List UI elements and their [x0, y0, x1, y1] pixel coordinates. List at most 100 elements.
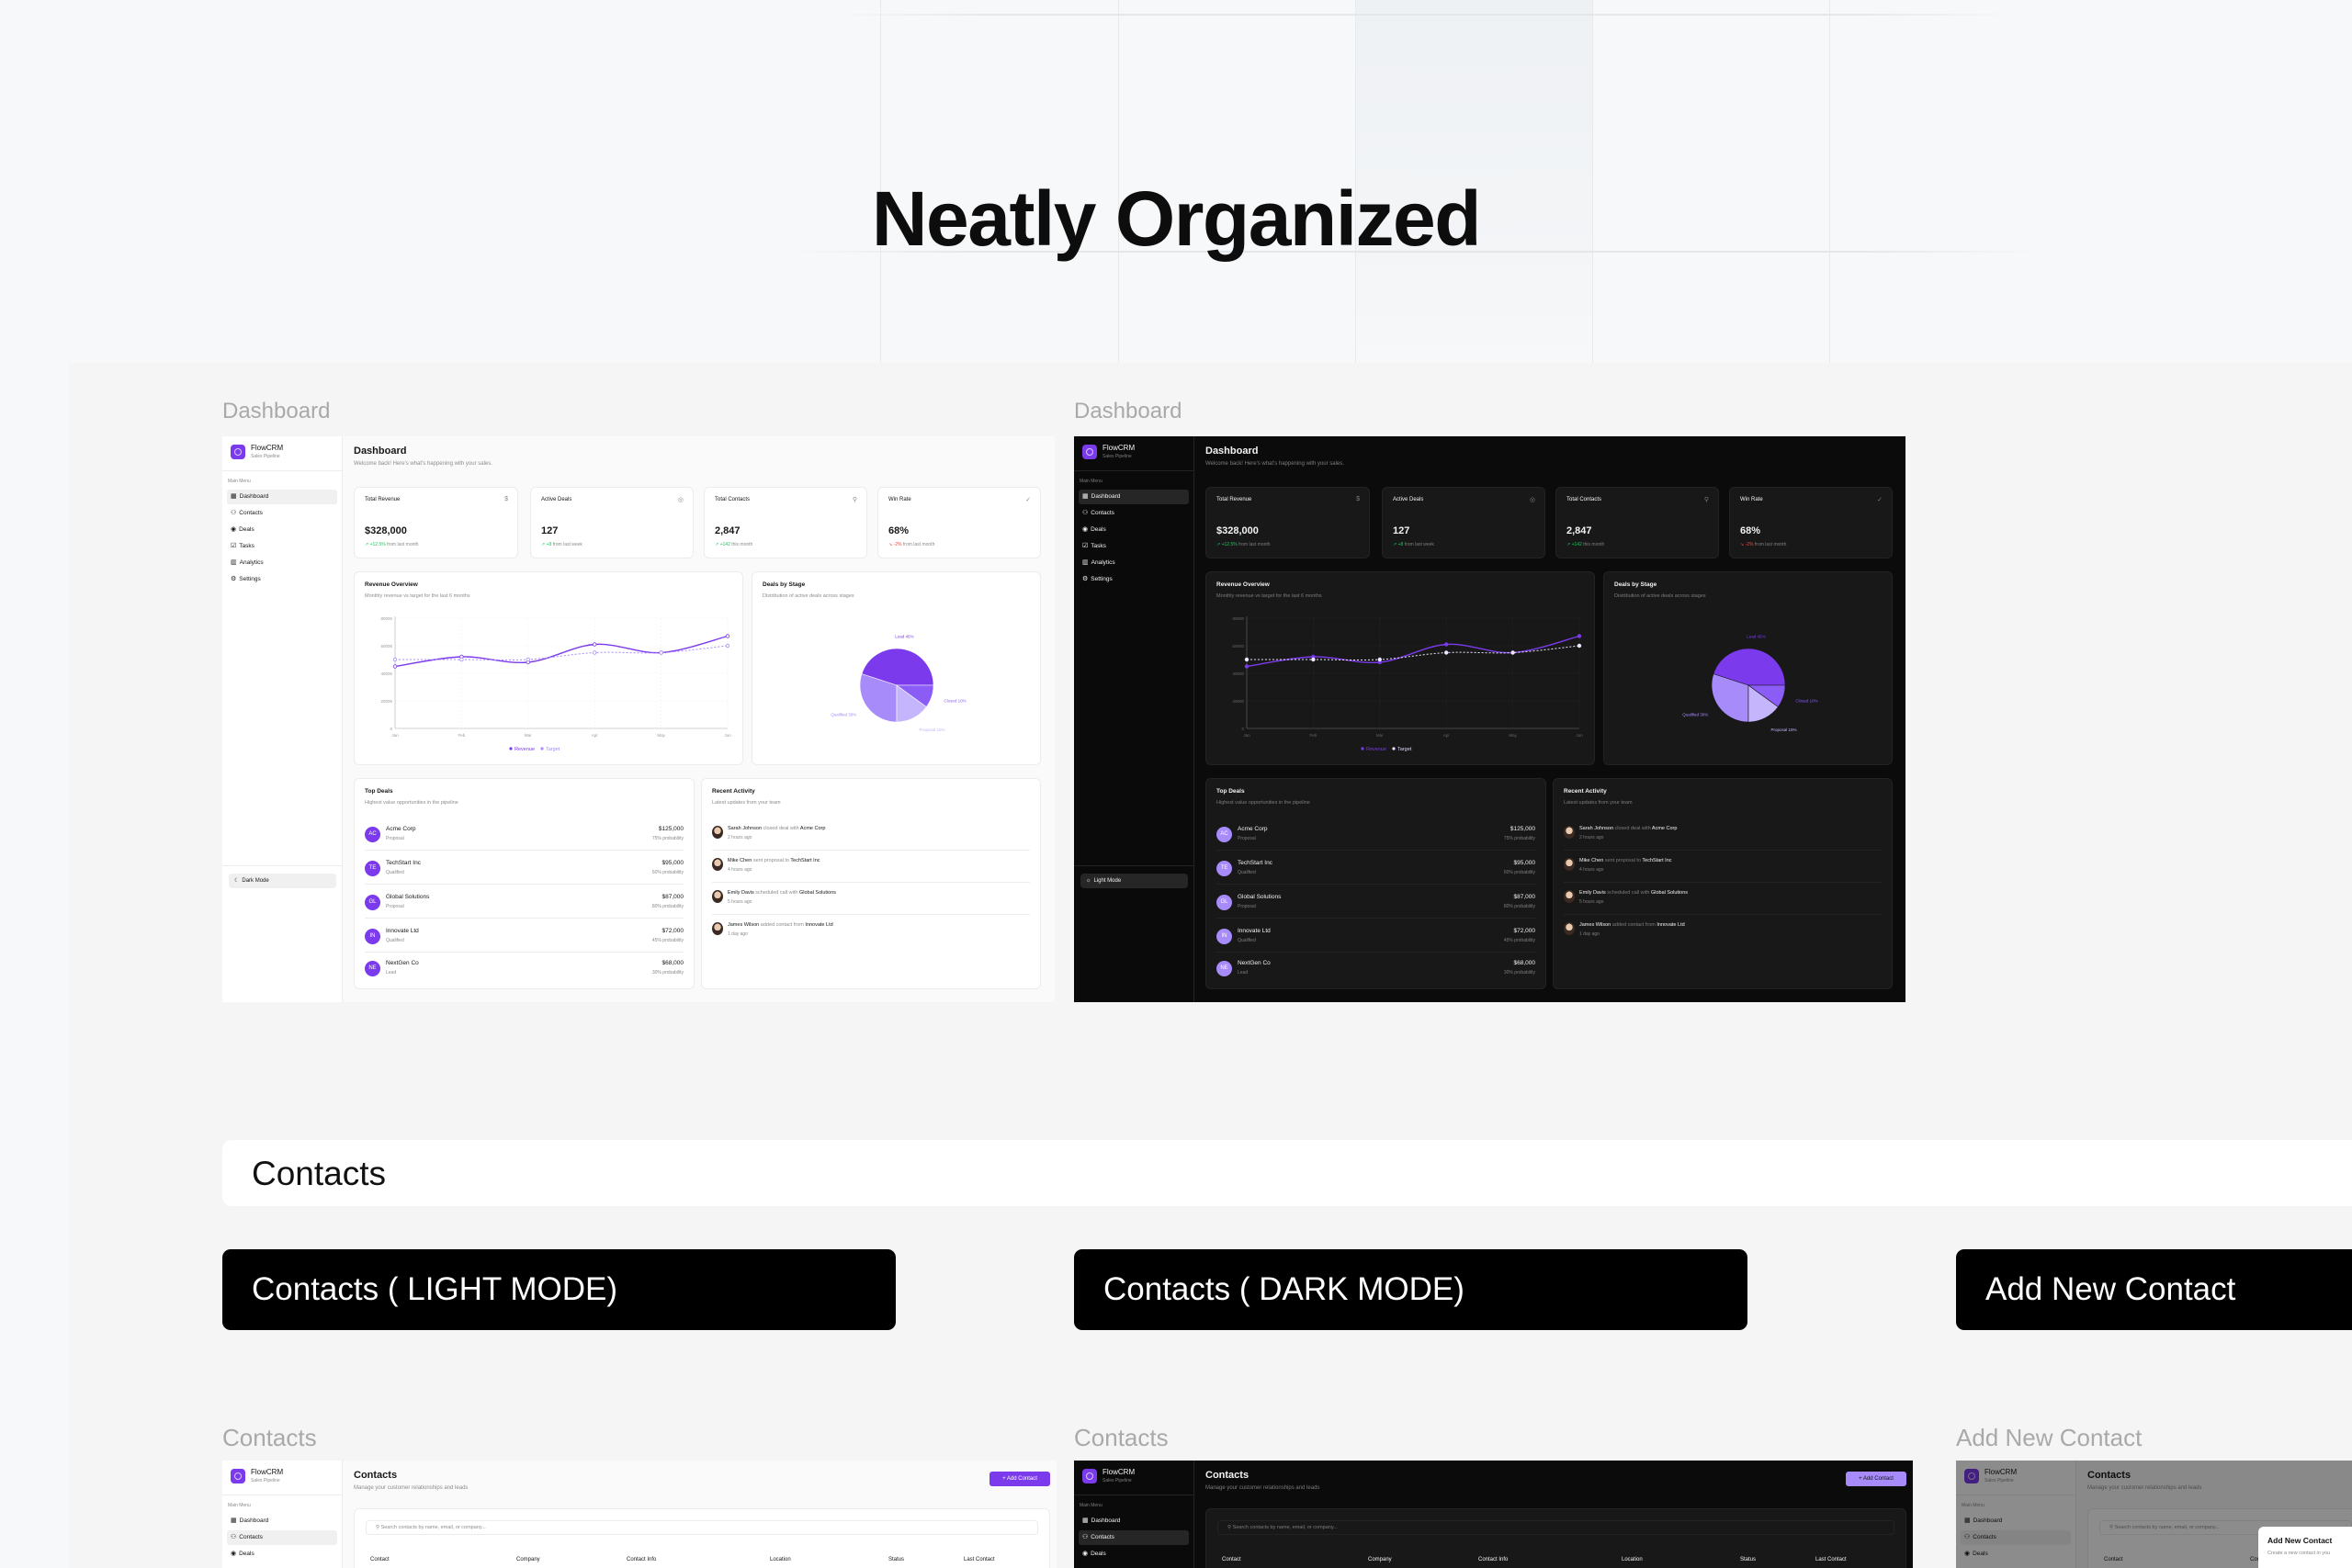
grid-line	[1829, 0, 1830, 363]
column-header-contact-info[interactable]: Contact Info	[627, 1557, 657, 1562]
card-title: Top Deals	[365, 788, 393, 795]
column-header-location[interactable]: Location	[1622, 1557, 1643, 1562]
deal-row[interactable]: NE NextGen Co Lead $68,000 30% probability	[1216, 955, 1535, 985]
revenue-line-chart: 0 20000 40000 60000 80000 Jan Feb Mar Apr May Jun R…	[1232, 616, 1583, 752]
sidebar-item-analytics[interactable]: ▥ Analytics	[1079, 556, 1189, 570]
stat-card-total-contacts: Total Contacts ⚲ 2,847 ↗ +142 this month	[704, 487, 867, 558]
page-title: Contacts	[354, 1470, 398, 1481]
page-title: Dashboard	[1205, 446, 1259, 457]
column-header-company[interactable]: Company	[1368, 1557, 1392, 1562]
card-title: Revenue Overview	[1216, 581, 1270, 588]
column-header-contact-info[interactable]: Contact Info	[1478, 1557, 1509, 1562]
deal-row[interactable]: AC Acme Corp Proposal $125,000 75% probabili…	[365, 821, 684, 851]
sidebar-item-dashboard[interactable]: ▦ Dashboard	[227, 1514, 337, 1529]
data-point-target	[392, 657, 398, 662]
search-input[interactable]: ⚲ Search contacts by name, email, or com…	[366, 1520, 1038, 1535]
data-point-target	[459, 657, 464, 662]
revenue-overview-card: Revenue Overview Monthly revenue vs targ…	[1205, 571, 1595, 765]
menu-label: Main Menu	[1080, 479, 1102, 484]
sidebar-item-contacts[interactable]: ⚇ Contacts	[227, 1530, 337, 1545]
page-subtitle: Welcome back! Here's what's happening wi…	[1205, 461, 1344, 467]
trend-icon: ↗	[541, 542, 546, 547]
nav-label: Settings	[1091, 576, 1113, 582]
stat-title: Total Contacts	[1566, 497, 1602, 502]
column-header-company[interactable]: Company	[516, 1557, 540, 1562]
column-header-last-contact[interactable]: Last Contact	[1815, 1557, 1847, 1562]
grid-icon: ▦	[1082, 1517, 1089, 1524]
nav-label: Deals	[1091, 1551, 1106, 1557]
activity-row: Emily Davis scheduled call with Global S…	[712, 887, 1030, 915]
sidebar-item-analytics[interactable]: ▥ Analytics	[227, 556, 337, 570]
sidebar-item-deals[interactable]: ◉ Deals	[1079, 1547, 1189, 1562]
column-header-contact[interactable]: Contact	[370, 1557, 390, 1562]
section-label-add-contact: Add New Contact	[1956, 1424, 2143, 1451]
card-subtitle: Highest value opportunities in the pipel…	[1216, 800, 1310, 806]
theme-toggle-button[interactable]: ☾Dark Mode ☼Light Mode	[229, 874, 336, 888]
sidebar-item-deals[interactable]: ◉ Deals	[1079, 523, 1189, 537]
sidebar-item-contacts[interactable]: ⚇ Contacts	[1079, 506, 1189, 521]
sidebar-item-contacts[interactable]: ⚇ Contacts	[227, 506, 337, 521]
deal-company: TechStart Inc	[1238, 860, 1272, 866]
page-subtitle: Manage your customer relationships and l…	[2087, 1485, 2202, 1491]
sidebar-item-tasks[interactable]: ☑ Tasks	[227, 539, 337, 554]
column-header-status[interactable]: Status	[888, 1557, 905, 1562]
sidebar-item-deals[interactable]: ◉ Deals	[227, 523, 337, 537]
x-tick-label: Feb	[1310, 733, 1317, 738]
deal-row[interactable]: GL Global Solutions Proposal $87,000 80% pro…	[1216, 889, 1535, 919]
deal-row[interactable]: IN Innovate Ltd Qualified $72,000 45% probab…	[1216, 923, 1535, 953]
column-header-location[interactable]: Location	[770, 1557, 791, 1562]
sidebar-item-settings[interactable]: ⚙ Settings	[1079, 572, 1189, 587]
stat-value: 68%	[1740, 525, 1761, 536]
deal-row[interactable]: TE TechStart Inc Qualified $95,000 60% proba…	[365, 855, 684, 885]
contacts-light-mode-button[interactable]: Contacts ( LIGHT MODE)	[222, 1249, 896, 1330]
deal-amount: $95,000	[662, 860, 684, 866]
sidebar-item-dashboard[interactable]: ▦ Dashboard	[1079, 1514, 1189, 1529]
target-icon: ◉	[231, 1551, 237, 1557]
column-header-status[interactable]: Status	[1740, 1557, 1757, 1562]
sidebar-item-tasks[interactable]: ☑ Tasks	[1079, 539, 1189, 554]
add-contact-button[interactable]: + Add Contact	[1846, 1472, 1906, 1486]
deal-row[interactable]: NE NextGen Co Lead $68,000 30% probability	[365, 955, 684, 985]
sidebar: FlowCRM Sales Pipeline Main Menu ▦ Dashbo…	[1956, 1461, 2076, 1568]
check-circle-icon: ✓	[1025, 497, 1031, 503]
deal-row[interactable]: IN Innovate Ltd Qualified $72,000 45% probab…	[365, 923, 684, 953]
pie-slice-closed	[896, 684, 934, 707]
sidebar-item-settings[interactable]: ⚙ Settings	[227, 572, 337, 587]
nav-label: Tasks	[1091, 543, 1106, 549]
column-header-contact[interactable]: Contact	[1222, 1557, 1241, 1562]
deal-row[interactable]: TE TechStart Inc Qualified $95,000 60% proba…	[1216, 855, 1535, 885]
theme-toggle-button[interactable]: ☾Dark Mode ☼Light Mode	[1080, 874, 1188, 888]
sidebar-item-contacts[interactable]: ⚇ Contacts	[1079, 1530, 1189, 1545]
stat-change-row: ↗ +8 from last week	[1393, 542, 1434, 547]
add-contact-button[interactable]: + Add Contact	[989, 1472, 1050, 1486]
column-header-contact[interactable]: Contact	[2104, 1557, 2123, 1562]
add-new-contact-button[interactable]: Add New Contact	[1956, 1249, 2352, 1330]
sidebar-item-dashboard[interactable]: ▦ Dashboard	[1079, 490, 1189, 504]
contacts-table-card: ⚲ Search contacts by name, email, or com…	[354, 1508, 1050, 1568]
sidebar-item-dashboard[interactable]: ▦ Dashboard	[227, 490, 337, 504]
stat-title: Active Deals	[1393, 497, 1424, 502]
sidebar-item-deals[interactable]: ◉ Deals	[1961, 1547, 2071, 1562]
divider	[1074, 470, 1193, 471]
activity-target: Acme Corp	[1651, 826, 1678, 831]
card-title: Revenue Overview	[365, 581, 418, 588]
sidebar-item-contacts[interactable]: ⚇ Contacts	[1961, 1530, 2071, 1545]
grid-icon: ▦	[1082, 493, 1089, 500]
stat-card-active-deals: Active Deals ◎ 127 ↗ +8 from last week	[1382, 487, 1545, 558]
deal-row[interactable]: AC Acme Corp Proposal $125,000 75% probabili…	[1216, 821, 1535, 851]
activity-target: Global Solutions	[1650, 890, 1689, 896]
sidebar-item-dashboard[interactable]: ▦ Dashboard	[1961, 1514, 2071, 1529]
stat-note: from last month	[387, 542, 419, 547]
stat-value: $328,000	[1216, 525, 1259, 536]
nav-label: Contacts	[239, 510, 263, 516]
app-tagline: Sales Pipeline	[1102, 454, 1132, 459]
sidebar-item-deals[interactable]: ◉ Deals	[227, 1547, 337, 1562]
y-tick-label: 80000	[380, 616, 392, 621]
grid-line	[1592, 0, 1593, 363]
contacts-dark-mode-button[interactable]: Contacts ( DARK MODE)	[1074, 1249, 1747, 1330]
search-input[interactable]: ⚲ Search contacts by name, email, or com…	[1217, 1520, 1894, 1535]
column-header-last-contact[interactable]: Last Contact	[964, 1557, 995, 1562]
data-point-revenue	[725, 634, 730, 638]
company-avatar: TE	[365, 861, 380, 876]
deal-row[interactable]: GL Global Solutions Proposal $87,000 80% pro…	[365, 889, 684, 919]
